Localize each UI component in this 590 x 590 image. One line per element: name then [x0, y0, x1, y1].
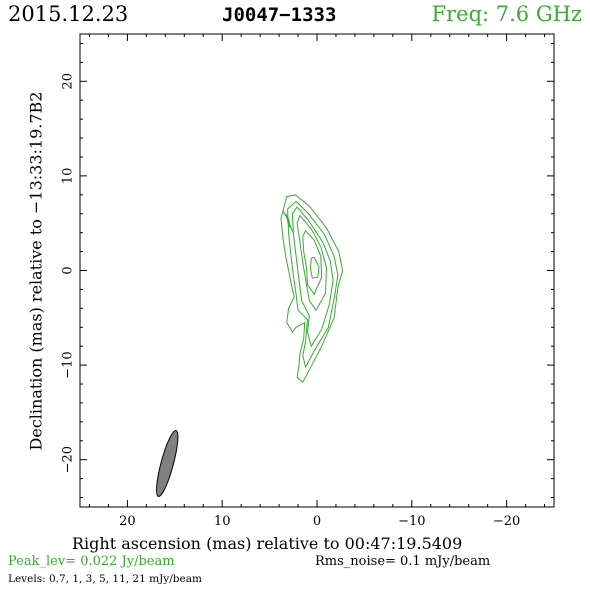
- contour-2: [291, 206, 334, 348]
- y-tick-label: −20: [61, 446, 76, 473]
- x-tick-labels: 20 10 0 −10 −20: [119, 514, 520, 529]
- contour-7: [282, 210, 294, 233]
- y-tick-label: 20: [61, 73, 76, 90]
- observation-date: 2015.12.23: [8, 2, 129, 26]
- contour-levels: Levels: 0.7, 1, 3, 5, 11, 21 mJy/beam: [8, 573, 202, 585]
- y-tick-label: 0: [61, 266, 76, 274]
- contour-0: [280, 194, 344, 383]
- beam-ellipse: [156, 430, 179, 497]
- x-tick-label: −10: [398, 514, 425, 529]
- x-axis-label: Right ascension (mas) relative to 00:47:…: [72, 534, 463, 553]
- contour-4: [302, 229, 323, 296]
- frequency-label: Freq: 7.6 GHz: [431, 2, 582, 26]
- y-tick-label: −10: [61, 351, 76, 378]
- contour-lines: [280, 194, 344, 383]
- x-tick-label: −20: [493, 514, 520, 529]
- y-tick-labels: 20 10 0 −10 −20: [61, 73, 76, 473]
- contour-1: [287, 200, 339, 369]
- y-axis-label: Declination (mas) relative to −13:33:19.…: [26, 91, 46, 451]
- plot-frame: [79, 33, 555, 508]
- x-tick-label: 10: [214, 514, 231, 529]
- contour-3: [296, 214, 328, 312]
- peak-level: Peak_lev= 0.022 Jy/beam: [8, 554, 175, 569]
- source-name: J0047−1333: [222, 4, 337, 26]
- rms-noise: Rms_noise= 0.1 mJy/beam: [315, 554, 491, 569]
- x-tick-label: 20: [119, 514, 136, 529]
- beam-layer: [156, 430, 179, 497]
- y-tick-label: 10: [61, 168, 76, 185]
- x-tick-label: 0: [313, 514, 321, 529]
- contour-5: [309, 256, 320, 279]
- axis-ticks: [80, 34, 554, 507]
